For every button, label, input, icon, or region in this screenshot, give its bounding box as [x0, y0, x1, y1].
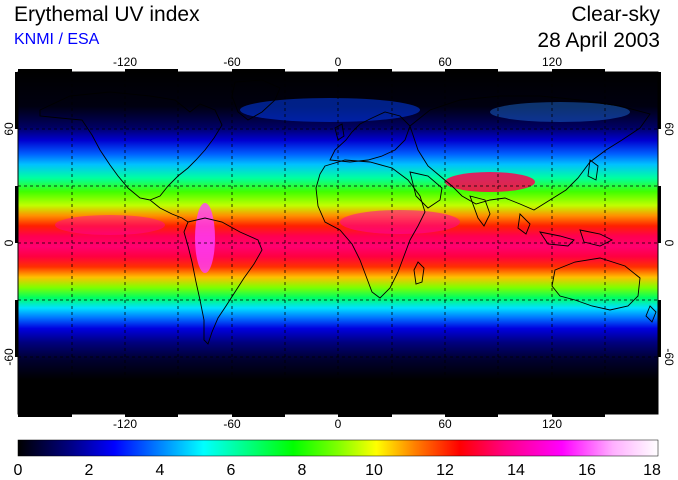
tibet-high-uv — [445, 172, 535, 192]
coast-asia — [409, 95, 651, 211]
andes-high-uv — [195, 203, 215, 273]
lat-tick-left: 0 — [2, 239, 16, 246]
colorbar-label: 14 — [507, 462, 525, 479]
coast-europe — [329, 111, 411, 163]
coast-south-america — [183, 217, 263, 345]
colorbar-label: 2 — [85, 462, 94, 479]
colorbar-label: 10 — [365, 462, 383, 479]
colorbar-label: 12 — [436, 462, 454, 479]
coast-greenland — [231, 79, 281, 121]
lon-tick-bottom: 60 — [438, 417, 452, 431]
lon-tick-top: 120 — [542, 55, 562, 69]
lon-tick-bottom: -120 — [113, 417, 137, 431]
colorbar-label: 16 — [578, 462, 596, 479]
colorbar-label: 0 — [14, 462, 23, 479]
colorbar-gradient — [17, 439, 659, 457]
sky-condition: Clear-sky — [571, 3, 660, 26]
lon-labels-bottom: -120 -60 0 60 120 — [113, 417, 562, 431]
lon-tick-top: -60 — [223, 55, 241, 69]
lon-tick-top: 0 — [335, 55, 342, 69]
colorbar-labels: 0 2 4 6 8 10 12 14 16 18 — [14, 462, 661, 479]
colorbar-label: 8 — [298, 462, 307, 479]
colorbar-label: 18 — [643, 462, 661, 479]
lon-tick-bottom: 120 — [542, 417, 562, 431]
lat-labels-left: 60 0 -60 — [2, 122, 16, 366]
map-date: 28 April 2003 — [537, 29, 660, 52]
colorbar: 0 2 4 6 8 10 12 14 16 18 — [14, 439, 661, 479]
graticule — [18, 72, 658, 414]
map-title: Erythemal UV index — [14, 3, 200, 26]
coast-africa — [315, 159, 426, 299]
lat-tick-right: -60 — [662, 348, 676, 366]
map-source: KNMI / ESA — [14, 31, 100, 48]
colorbar-label: 6 — [227, 462, 236, 479]
lon-tick-bottom: -60 — [223, 417, 241, 431]
lat-tick-left: -60 — [2, 348, 16, 366]
lat-tick-left: 60 — [2, 122, 16, 136]
lat-tick-right: 60 — [662, 122, 676, 136]
lon-tick-top: 60 — [438, 55, 452, 69]
lon-tick-bottom: 0 — [335, 417, 342, 431]
coast-australia — [551, 257, 641, 311]
lon-tick-top: -120 — [113, 55, 137, 69]
lat-labels-right: 60 0 -60 — [662, 122, 676, 366]
lon-labels-top: -120 -60 0 60 120 — [113, 55, 562, 69]
map-frame — [15, 69, 661, 417]
lat-tick-right: 0 — [662, 240, 676, 247]
colorbar-label: 4 — [156, 462, 165, 479]
